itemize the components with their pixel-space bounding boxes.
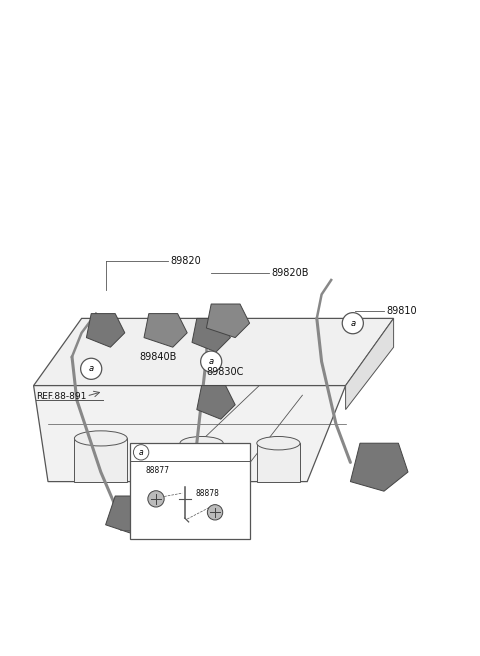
- Polygon shape: [106, 496, 158, 535]
- Text: 89810: 89810: [386, 306, 417, 316]
- Polygon shape: [74, 438, 127, 482]
- Text: a: a: [89, 364, 94, 373]
- Polygon shape: [34, 318, 394, 386]
- Ellipse shape: [180, 436, 223, 450]
- Circle shape: [148, 491, 164, 507]
- Text: 89820B: 89820B: [271, 268, 309, 277]
- Bar: [130, 443, 250, 539]
- Polygon shape: [86, 314, 125, 347]
- Polygon shape: [257, 443, 300, 482]
- Polygon shape: [346, 318, 394, 409]
- Text: REF.88-891: REF.88-891: [36, 392, 86, 401]
- Circle shape: [201, 351, 222, 372]
- Circle shape: [133, 445, 149, 460]
- Polygon shape: [144, 314, 187, 347]
- Text: 89840B: 89840B: [139, 352, 177, 362]
- Text: a: a: [350, 319, 355, 328]
- Ellipse shape: [257, 436, 300, 450]
- Circle shape: [342, 313, 363, 334]
- Polygon shape: [34, 386, 346, 482]
- Text: 88878: 88878: [196, 489, 220, 498]
- Polygon shape: [350, 443, 408, 491]
- Text: 89830C: 89830C: [206, 367, 244, 377]
- Polygon shape: [197, 386, 235, 419]
- Text: a: a: [139, 448, 144, 457]
- Circle shape: [207, 504, 223, 520]
- Ellipse shape: [74, 431, 127, 446]
- Polygon shape: [206, 304, 250, 338]
- Polygon shape: [192, 318, 230, 352]
- Text: 89820: 89820: [170, 256, 201, 266]
- Text: 88877: 88877: [145, 466, 169, 474]
- Circle shape: [81, 358, 102, 379]
- Polygon shape: [180, 443, 223, 482]
- Text: a: a: [209, 357, 214, 366]
